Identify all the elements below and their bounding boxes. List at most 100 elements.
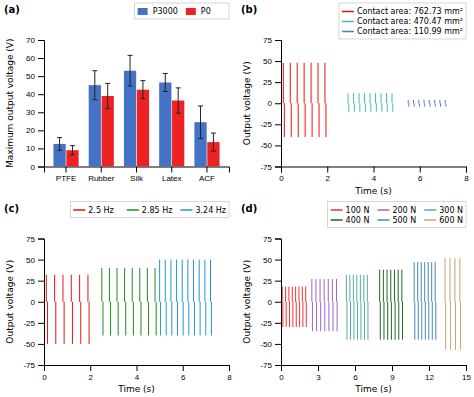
y-tick-label: -75 [23, 361, 35, 370]
x-tick-mark [183, 365, 184, 371]
spike [354, 103, 355, 111]
spike [193, 260, 194, 302]
y-tick-label: 50 [26, 256, 35, 265]
x-tick-mark [327, 167, 328, 173]
spike [398, 302, 399, 340]
y-tick-mark [275, 124, 281, 125]
spike [320, 279, 321, 302]
y-tick: 50 [263, 256, 281, 265]
spike [414, 262, 415, 302]
spike [283, 63, 284, 103]
y-tick: -75 [260, 361, 281, 370]
x-axis-title: Time (s) [117, 384, 155, 394]
spike [288, 287, 289, 302]
error-bar [165, 73, 166, 91]
marks [283, 63, 446, 137]
spike [364, 302, 365, 340]
y-tick-mark [38, 112, 44, 113]
spike [328, 279, 329, 302]
x-tick: Latex [162, 167, 182, 184]
spike [166, 302, 167, 336]
spike [424, 103, 425, 106]
spike [413, 100, 414, 103]
y-tick-mark [275, 323, 281, 324]
error-cap [163, 73, 168, 74]
y-tick-label: 60 [26, 54, 35, 63]
y-tick-label: 10 [26, 144, 35, 153]
spike [155, 268, 156, 302]
spike [177, 302, 178, 336]
spike [199, 260, 200, 302]
spike [454, 258, 455, 302]
y-tick-label: 25 [263, 277, 272, 286]
error-bar [142, 81, 143, 99]
error-cap [211, 151, 216, 152]
spike [459, 258, 460, 302]
spike [118, 302, 119, 336]
y-tick: 20 [26, 126, 44, 135]
y-tick-mark [275, 281, 281, 282]
bar [137, 90, 149, 167]
spike [360, 275, 361, 302]
error-bar [59, 138, 60, 151]
y-tick: 75 [26, 235, 44, 244]
y-tick: 0 [268, 99, 281, 108]
legend-entry: 3.24 Hz [180, 206, 226, 215]
x-tick-label: 6 [181, 373, 186, 382]
x-tick-mark [429, 365, 430, 371]
x-tick-mark [171, 167, 172, 173]
x-tick-label: Latex [162, 174, 182, 183]
spike [282, 302, 283, 327]
spike [312, 302, 313, 332]
legend-swatch [331, 219, 343, 221]
y-tick-label: 75 [26, 235, 35, 244]
legend-frame [135, 3, 229, 19]
legend-label: 400 N [346, 216, 370, 225]
error-cap [128, 55, 133, 56]
x-axis-line [45, 366, 230, 372]
spike [79, 275, 80, 302]
spike [383, 270, 384, 302]
panel-title: (b) [241, 4, 257, 15]
spike [353, 302, 354, 340]
legend: P3000P0 [135, 3, 229, 19]
error-bar [107, 83, 108, 108]
legend: 100 N200 N300 N400 N500 N600 N [328, 202, 466, 228]
x-tick: 2 [89, 365, 94, 382]
spike [297, 63, 298, 103]
legend-label: Contact area: 470.47 mm² [357, 17, 463, 26]
y-tick: 70 [26, 36, 44, 45]
spike [353, 93, 354, 103]
y-tick-mark [38, 148, 44, 149]
y-tick: 50 [263, 57, 281, 66]
legend: 2.5 Hz2.85 Hz3.24 Hz [70, 202, 229, 218]
y-tick: -50 [260, 340, 281, 349]
spike [55, 302, 56, 344]
y-tick: 50 [26, 256, 44, 265]
spike [64, 302, 65, 344]
legend-entry: 300 N [424, 206, 463, 215]
x-tick-mark [318, 365, 319, 371]
legend-frame [339, 3, 466, 39]
spike [440, 103, 441, 106]
chart-container: PTFERubberSilkLatexACF010203040506070Max… [0, 0, 474, 397]
y-tick-mark [38, 94, 44, 95]
legend-entry: 200 N [377, 206, 416, 215]
y-tick-mark [38, 130, 44, 131]
legend-label: 2.5 Hz [88, 206, 113, 215]
y-tick-label: 50 [263, 57, 272, 66]
spike [435, 103, 436, 106]
y-tick-mark [275, 61, 281, 62]
x-tick-mark [355, 365, 356, 371]
spike [376, 103, 377, 111]
spike [292, 302, 293, 327]
spike [445, 100, 446, 103]
spike [165, 260, 166, 302]
legend-swatch [331, 209, 343, 211]
spike [298, 103, 299, 137]
figure: PTFERubberSilkLatexACF010203040506070Max… [0, 0, 474, 397]
x-tick-mark [206, 167, 207, 173]
legend-entry: P0 [186, 7, 211, 16]
spike [414, 103, 415, 106]
legend-swatch [138, 8, 148, 15]
